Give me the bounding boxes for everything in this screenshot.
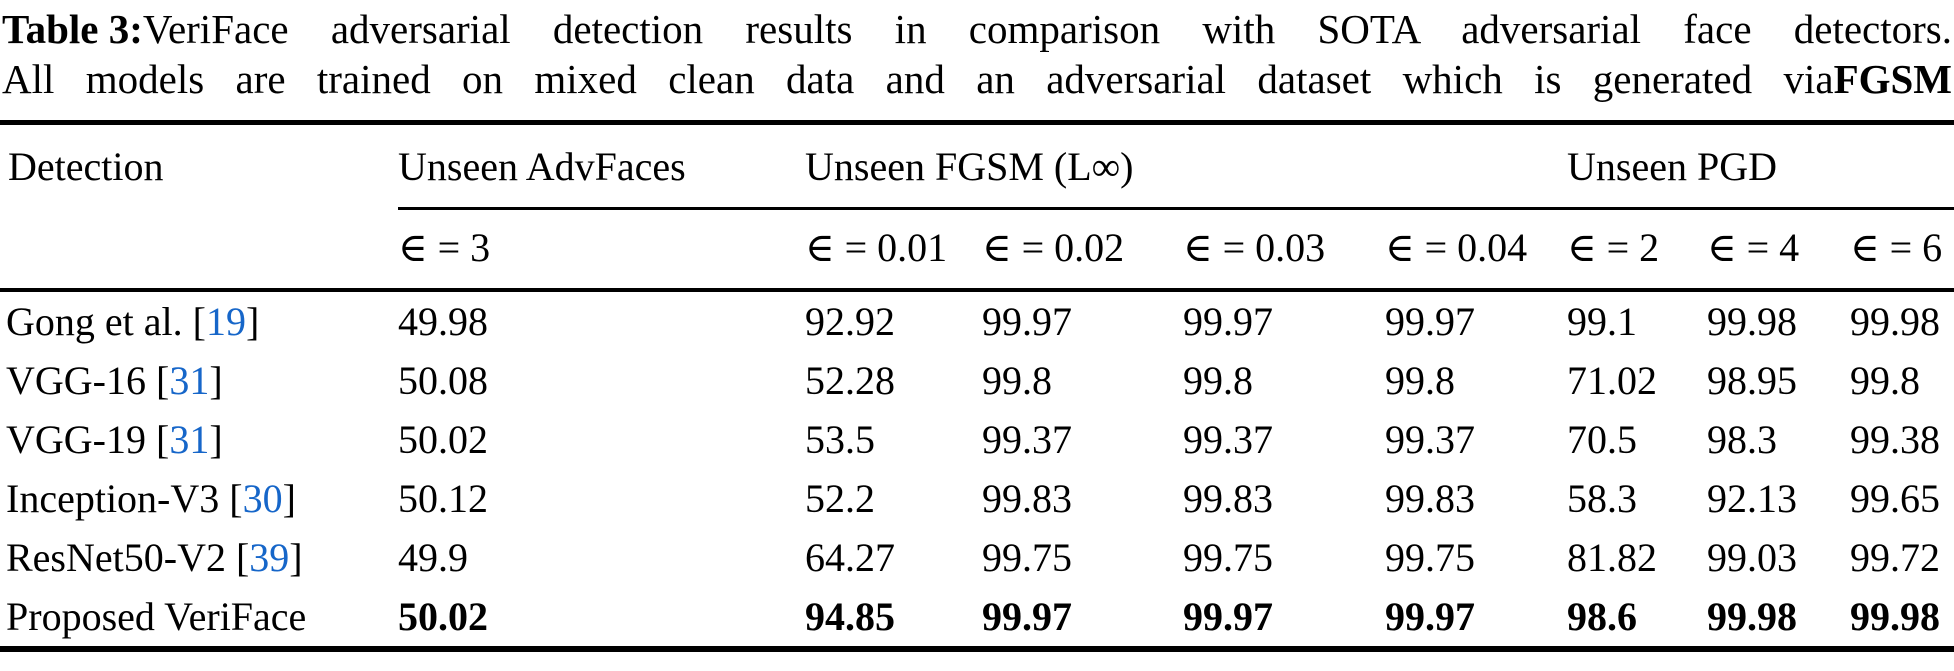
cell-value: 99.97 xyxy=(982,299,1072,344)
row-label-proposed-veriface: Proposed VeriFace xyxy=(6,594,307,639)
cell-value: 98.95 xyxy=(1707,358,1797,403)
cell-value: 99.98 xyxy=(1850,299,1940,344)
cell-value: 99.65 xyxy=(1850,476,1940,521)
citation-link[interactable]: 30 xyxy=(242,476,283,521)
cell-value: 92.92 xyxy=(805,299,895,344)
cell-value: 98.6 xyxy=(1567,594,1637,639)
cell-value: 50.08 xyxy=(398,358,488,403)
caption-line-2: All models are trained on mixed clean da… xyxy=(2,54,1952,104)
cell-value: 99.03 xyxy=(1707,535,1797,580)
cell-value: 99.8 xyxy=(1385,358,1455,403)
cell-value: 99.75 xyxy=(1183,535,1273,580)
cell-value: 99.97 xyxy=(1183,594,1273,639)
table-top-rule xyxy=(0,120,1954,125)
cell-value: 99.98 xyxy=(1707,299,1797,344)
cell-value: 99.97 xyxy=(1385,299,1475,344)
cell-value: 94.85 xyxy=(805,594,895,639)
citation-link[interactable]: 39 xyxy=(249,535,290,580)
citation-link[interactable]: 19 xyxy=(205,299,246,344)
cell-value: 64.27 xyxy=(805,535,895,580)
column-header-detection: Detection xyxy=(8,143,164,189)
cell-value: 92.13 xyxy=(1707,476,1797,521)
cell-value: 99.8 xyxy=(1183,358,1253,403)
results-table: Detection Unseen AdvFaces Unseen FGSM (L… xyxy=(0,120,1954,652)
cell-value: 99.8 xyxy=(1850,358,1920,403)
cell-value: 50.02 xyxy=(398,594,488,639)
cell-value: 99.37 xyxy=(1183,417,1273,462)
cell-value: 52.28 xyxy=(805,358,895,403)
cell-value: 99.97 xyxy=(982,594,1072,639)
subheader-eps-2: ∈ = 2 xyxy=(1567,224,1660,270)
cell-value: 99.37 xyxy=(982,417,1072,462)
cell-value: 53.5 xyxy=(805,417,875,462)
cell-value: 98.3 xyxy=(1707,417,1777,462)
group-header-fgsm: Unseen FGSM (L∞) xyxy=(805,143,1134,189)
group-header-advfaces: Unseen AdvFaces xyxy=(398,143,686,189)
table-bottom-rule xyxy=(0,646,1954,652)
subheader-eps-001: ∈ = 0.01 xyxy=(805,224,948,270)
citation-link[interactable]: 31 xyxy=(169,417,210,462)
cell-value: 99.98 xyxy=(1707,594,1797,639)
row-label-resnet50v2: ResNet50-V2 [39] xyxy=(6,535,303,580)
cell-value: 99.38 xyxy=(1850,417,1940,462)
cell-value: 99.37 xyxy=(1385,417,1475,462)
caption-line-1: Table 3: VeriFace adversarial detection … xyxy=(2,4,1952,54)
subheader-eps-002: ∈ = 0.02 xyxy=(982,224,1125,270)
cell-value: 52.2 xyxy=(805,476,875,521)
cell-value: 99.83 xyxy=(982,476,1072,521)
subheader-eps-4: ∈ = 4 xyxy=(1707,224,1800,270)
group-header-underline xyxy=(398,207,1954,210)
subheader-eps-3: ∈ = 3 xyxy=(398,224,491,270)
cell-value: 99.97 xyxy=(1183,299,1273,344)
cell-value: 99.83 xyxy=(1183,476,1273,521)
cell-value: 49.9 xyxy=(398,535,468,580)
subheader-eps-003: ∈ = 0.03 xyxy=(1183,224,1326,270)
cell-value: 58.3 xyxy=(1567,476,1637,521)
caption-fgsm-bold: FGSM xyxy=(1833,56,1952,102)
caption-text-2: All models are trained on mixed clean da… xyxy=(2,56,1834,102)
row-label-gong: Gong et al. [19] xyxy=(6,299,260,344)
subheader-eps-6: ∈ = 6 xyxy=(1850,224,1943,270)
row-label-vgg19: VGG-19 [31] xyxy=(6,417,223,462)
table-caption: Table 3: VeriFace adversarial detection … xyxy=(0,0,1954,104)
cell-value: 70.5 xyxy=(1567,417,1637,462)
cell-value: 71.02 xyxy=(1567,358,1657,403)
cell-value: 99.75 xyxy=(982,535,1072,580)
cell-value: 99.8 xyxy=(982,358,1052,403)
group-header-pgd: Unseen PGD xyxy=(1567,143,1777,189)
citation-link[interactable]: 31 xyxy=(169,358,210,403)
cell-value: 50.12 xyxy=(398,476,488,521)
row-label-inceptionv3: Inception-V3 [30] xyxy=(6,476,296,521)
subheader-empty-cell xyxy=(0,210,398,288)
cell-value: 81.82 xyxy=(1567,535,1657,580)
cell-value: 99.83 xyxy=(1385,476,1475,521)
header-body-rule xyxy=(0,288,1954,292)
caption-text-1: VeriFace adversarial detection results i… xyxy=(142,6,1952,52)
subheader-eps-004: ∈ = 0.04 xyxy=(1385,224,1528,270)
cell-value: 99.97 xyxy=(1385,594,1475,639)
cell-value: 99.72 xyxy=(1850,535,1940,580)
row-label-vgg16: VGG-16 [31] xyxy=(6,358,223,403)
caption-table-number: Table 3: xyxy=(2,6,143,52)
cell-value: 99.75 xyxy=(1385,535,1475,580)
cell-value: 49.98 xyxy=(398,299,488,344)
cell-value: 50.02 xyxy=(398,417,488,462)
cell-value: 99.1 xyxy=(1567,299,1637,344)
cell-value: 99.98 xyxy=(1850,594,1940,639)
